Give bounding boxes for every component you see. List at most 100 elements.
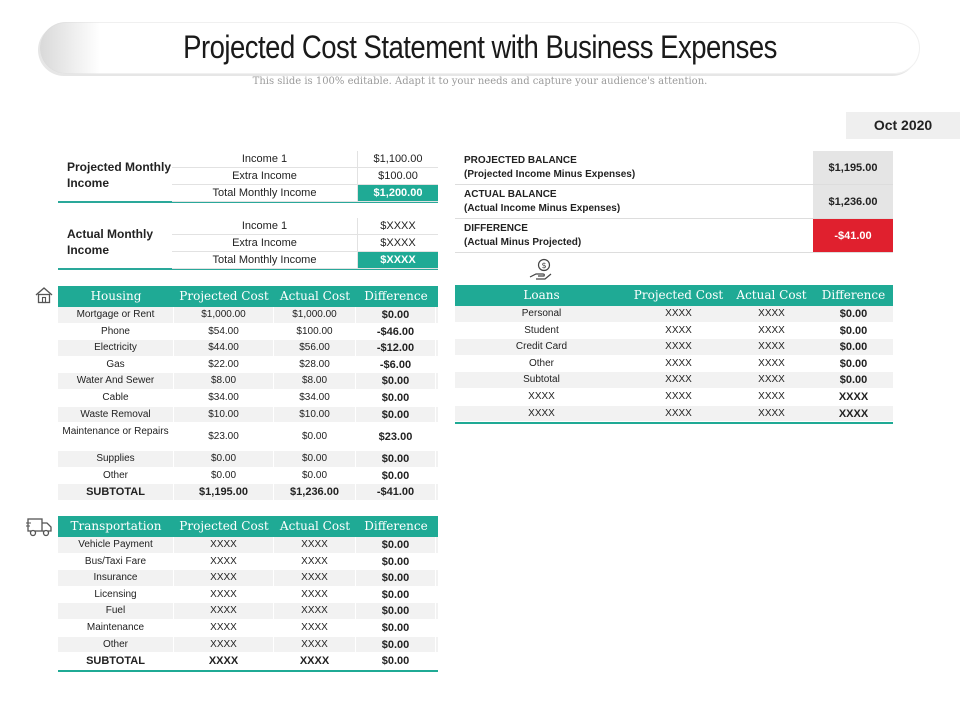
housing-table: Housing Projected Cost Actual Cost Diffe… bbox=[58, 286, 438, 501]
table-row: Fuel XXXX XXXX $0.00 bbox=[58, 603, 438, 620]
column-header: Housing bbox=[90, 289, 142, 303]
table-cell: XXXX bbox=[838, 390, 869, 403]
income-row-value: $XXXX bbox=[380, 220, 416, 232]
table-cell: XXXX bbox=[174, 603, 274, 619]
table-cell: Mortgage or Rent bbox=[58, 307, 174, 323]
table-cell: XXXX bbox=[665, 374, 692, 386]
table-row: Mortgage or Rent $1,000.00 $1,000.00 $0.00 bbox=[58, 307, 438, 324]
column-header: Transportation bbox=[70, 519, 162, 533]
table-row: Electricity $44.00 $56.00 -$12.00 bbox=[58, 340, 438, 357]
table-row: Personal XXXX XXXX $0.00 bbox=[455, 306, 893, 323]
table-cell: XXXX bbox=[174, 653, 274, 669]
table-cell: $34.00 bbox=[274, 389, 356, 406]
column-header: Difference bbox=[821, 288, 886, 302]
table-row: Waste Removal $10.00 $10.00 $0.00 bbox=[58, 406, 438, 424]
table-cell: $44.00 bbox=[174, 340, 274, 356]
table-row: XXXX XXXX XXXX XXXX bbox=[455, 388, 893, 406]
column-header: Actual Cost bbox=[279, 519, 351, 533]
subtotal-row: SUBTOTAL $1,195.00 $1,236.00 -$41.00 bbox=[58, 484, 438, 501]
subtotal-row: SUBTOTAL XXXX XXXX $0.00 bbox=[58, 653, 438, 670]
table-cell: XXXX bbox=[838, 407, 869, 420]
balance-sublabel: (Projected Income Minus Expenses) bbox=[464, 169, 636, 180]
table-cell: $54.00 bbox=[174, 323, 274, 340]
table-row: Cable $34.00 $34.00 $0.00 bbox=[58, 389, 438, 407]
table-body: Vehicle Payment XXXX XXXX $0.00 Bus/Taxi Fa… bbox=[58, 537, 438, 670]
table-cell: $0.00 bbox=[274, 467, 356, 484]
table-cell: $0.00 bbox=[356, 467, 436, 484]
table-cell: $0.00 bbox=[356, 653, 436, 669]
table-cell: XXXX bbox=[274, 570, 356, 586]
income-row-label: Extra Income bbox=[172, 235, 358, 251]
actual-income-label: Actual Monthly Income bbox=[67, 227, 153, 257]
table-cell: Water And Sewer bbox=[58, 373, 174, 389]
table-row: Vehicle Payment XXXX XXXX $0.00 bbox=[58, 537, 438, 554]
table-row: Bus/Taxi Fare XXXX XXXX $0.00 bbox=[58, 553, 438, 571]
table-cell: XXXX bbox=[758, 308, 785, 319]
table-cell: $0.00 bbox=[174, 451, 274, 467]
table-cell: Cable bbox=[58, 389, 174, 406]
table-cell: XXXX bbox=[274, 603, 356, 619]
column-header: Projected Cost bbox=[179, 519, 269, 533]
page-subtitle: This slide is 100% editable. Adapt it to… bbox=[252, 76, 708, 87]
table-cell: $0.00 bbox=[274, 451, 356, 467]
income-row-value: $100.00 bbox=[378, 170, 418, 182]
column-header: Projected Cost bbox=[179, 289, 269, 303]
table-row: Maintenance XXXX XXXX $0.00 bbox=[58, 619, 438, 637]
table-cell: $0.00 bbox=[356, 389, 436, 406]
table-cell: -$41.00 bbox=[356, 484, 436, 500]
table-cell: SUBTOTAL bbox=[58, 653, 174, 669]
table-cell: XXXX bbox=[174, 553, 274, 570]
table-cell: XXXX bbox=[758, 341, 785, 353]
table-cell: $0.00 bbox=[356, 603, 436, 619]
table-cell: $1,000.00 bbox=[274, 307, 356, 323]
table-footer-rule bbox=[58, 669, 438, 672]
income-row: Extra Income $XXXX bbox=[172, 235, 438, 252]
table-cell: XXXX bbox=[758, 407, 785, 419]
table-cell: $0.00 bbox=[356, 636, 436, 653]
table-cell: $23.00 bbox=[174, 423, 274, 451]
column-header: Loans bbox=[523, 288, 560, 302]
table-row: Phone $54.00 $100.00 -$46.00 bbox=[58, 323, 438, 341]
table-cell: Phone bbox=[58, 323, 174, 340]
table-cell: XXXX bbox=[665, 357, 692, 369]
table-cell: Supplies bbox=[58, 451, 174, 467]
table-cell: XXXX bbox=[758, 324, 785, 336]
table-row: Maintenance or Repairs $23.00 $0.00 $23.00 bbox=[58, 423, 438, 452]
table-cell: Credit Card bbox=[515, 341, 568, 353]
truck-icon bbox=[26, 518, 52, 537]
table-cell: XXXX bbox=[174, 636, 274, 653]
table-cell: XXXX bbox=[274, 636, 356, 653]
income-total-value: $XXXX bbox=[358, 252, 438, 268]
table-cell: XXXX bbox=[665, 324, 692, 336]
column-header: Actual Cost bbox=[279, 289, 351, 303]
table-cell: XXXX bbox=[274, 586, 356, 603]
table-row: Subtotal XXXX XXXX $0.00 bbox=[455, 372, 893, 389]
difference-value: -$41.00 bbox=[813, 219, 893, 252]
table-cell: XXXX bbox=[174, 570, 274, 586]
table-cell: Other bbox=[58, 467, 174, 484]
income-row-label: Income 1 bbox=[172, 151, 358, 167]
table-cell: $0.00 bbox=[839, 357, 868, 370]
column-header: Actual Cost bbox=[736, 288, 807, 302]
table-cell: $10.00 bbox=[274, 406, 356, 423]
table-cell: XXXX bbox=[758, 390, 785, 402]
table-header: Housing Projected Cost Actual Cost Diffe… bbox=[58, 286, 438, 307]
table-cell: $0.00 bbox=[174, 467, 274, 484]
table-cell: XXXX bbox=[274, 553, 356, 570]
income-row-label: Extra Income bbox=[172, 168, 358, 184]
table-cell: $0.00 bbox=[356, 451, 436, 467]
loans-table: Loans Projected Cost Actual Cost Differe… bbox=[455, 285, 893, 425]
income-total-value: $1,200.00 bbox=[358, 185, 438, 201]
table-cell: XXXX bbox=[174, 619, 274, 636]
table-cell: XXXX bbox=[665, 390, 692, 402]
table-cell: Bus/Taxi Fare bbox=[58, 553, 174, 570]
balance-table: PROJECTED BALANCE (Projected Income Minus… bbox=[455, 151, 893, 253]
table-cell: $0.00 bbox=[839, 324, 868, 337]
table-cell: Other bbox=[58, 636, 174, 653]
balance-label: DIFFERENCE bbox=[464, 223, 528, 234]
table-cell: Vehicle Payment bbox=[58, 537, 174, 553]
projected-income-label: Projected Monthly Income bbox=[67, 160, 172, 190]
table-cell: XXXX bbox=[665, 341, 692, 353]
table-body: Personal XXXX XXXX $0.00 Student XXXX XXXX $0.… bbox=[455, 306, 893, 423]
table-cell: XXXX bbox=[274, 537, 356, 553]
